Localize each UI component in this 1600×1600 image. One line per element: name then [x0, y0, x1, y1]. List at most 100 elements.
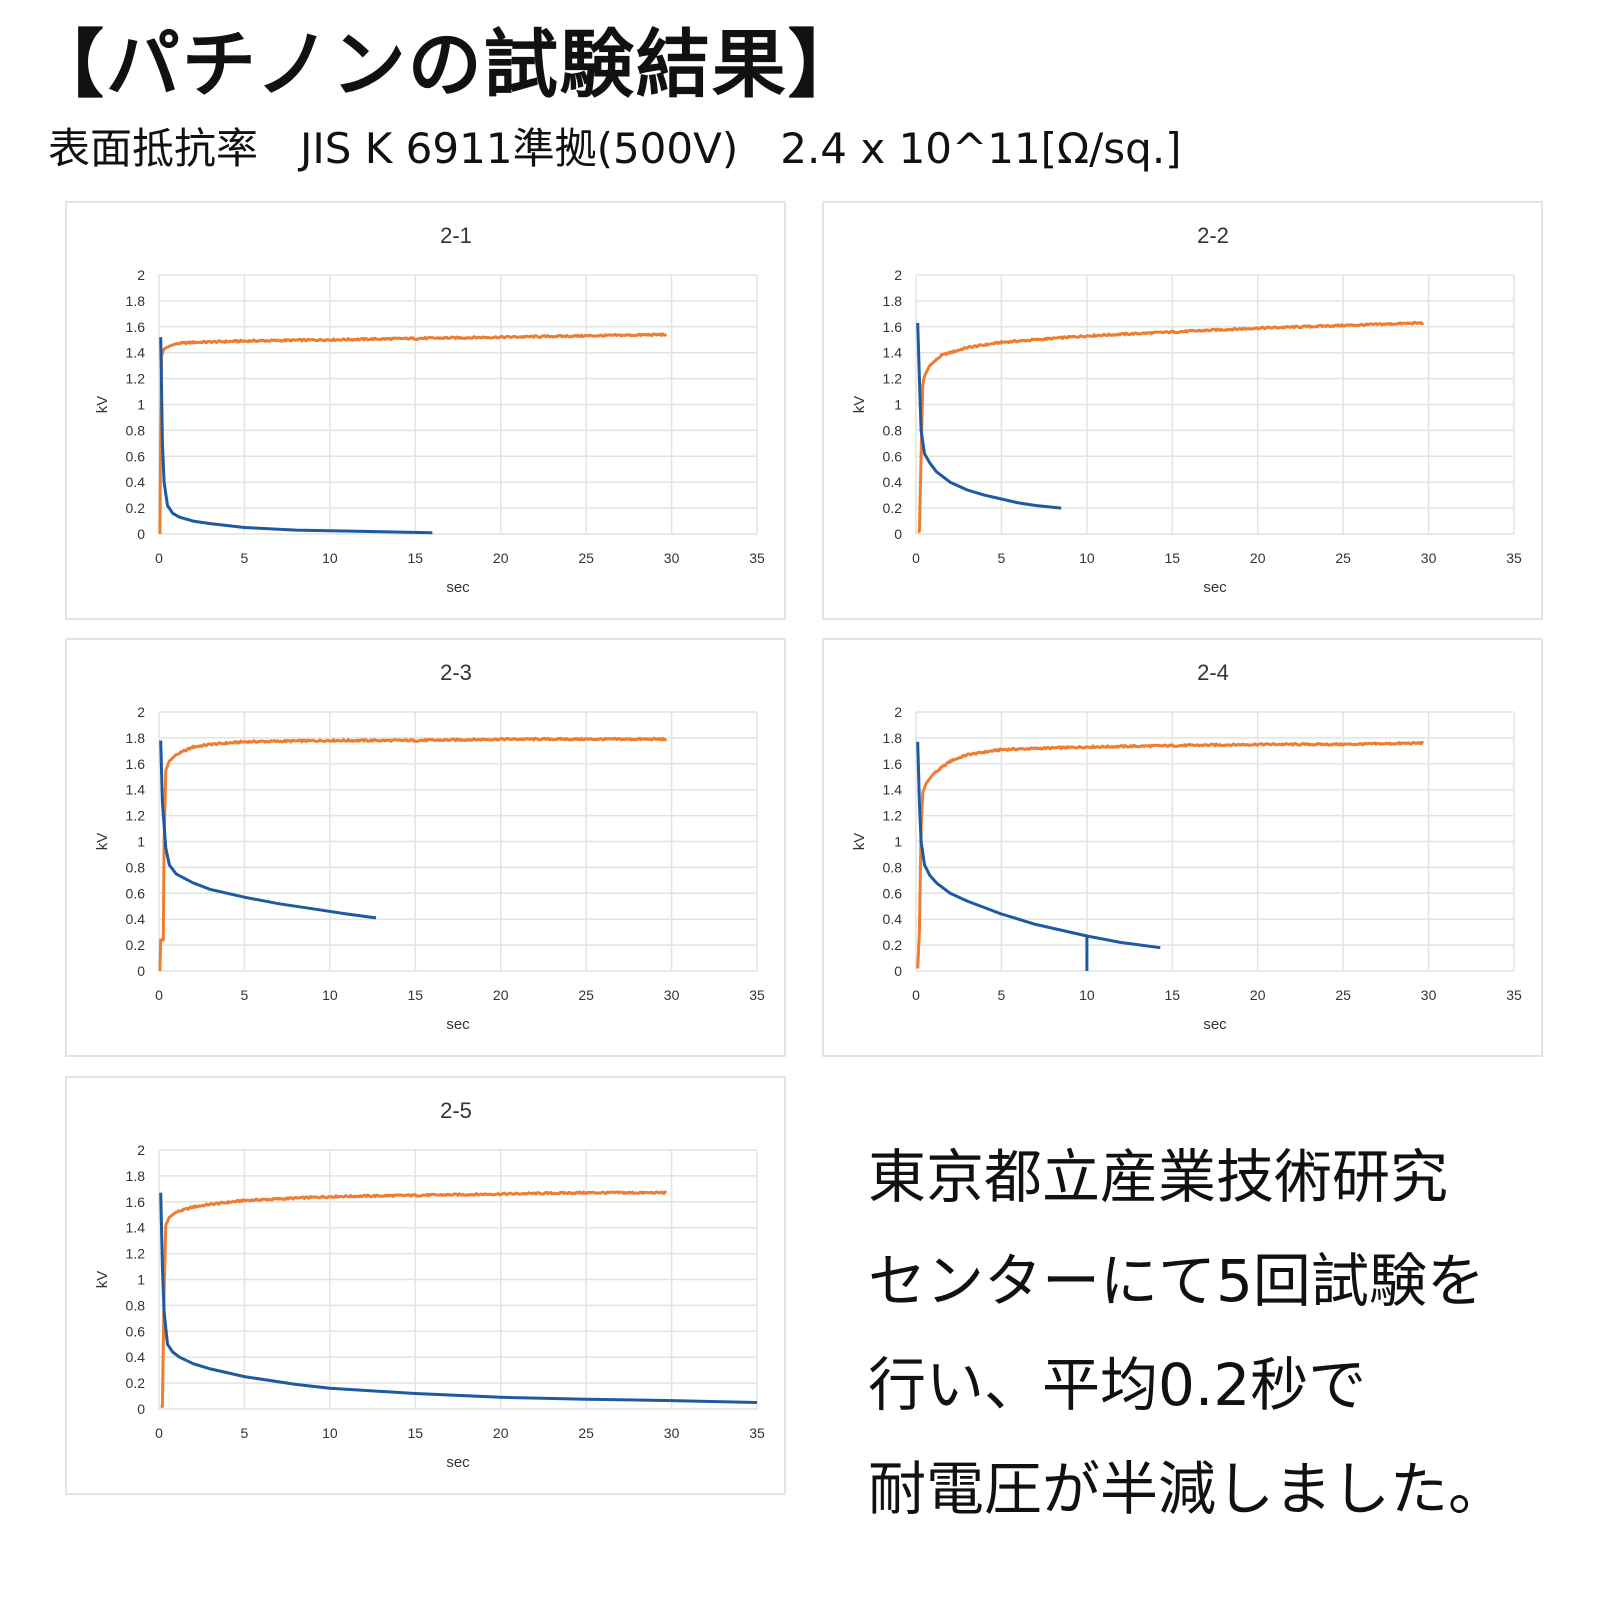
y-tick-label: 0.2 — [883, 937, 903, 953]
x-tick-label: 25 — [1335, 987, 1351, 1003]
y-tick-label: 1.6 — [883, 319, 903, 335]
chart-title: 2-2 — [1197, 223, 1229, 248]
gridlines — [158, 274, 758, 535]
y-tick-label: 1.8 — [126, 730, 146, 746]
x-tick-label: 0 — [155, 987, 163, 1003]
y-tick-label: 0 — [894, 963, 902, 979]
series-orange-line — [916, 740, 1425, 969]
chart-panel-2-2: 2-2 0 0.2 0.4 0.6 0.8 1 1.2 1.4 1.6 1.8 2 0 5 10 15 20 25… — [822, 201, 1543, 620]
y-tick-label: 1.2 — [126, 371, 146, 387]
y-tick-label: 0.4 — [126, 474, 146, 490]
y-tick-label: 1.8 — [883, 730, 903, 746]
series-blue-line — [916, 741, 1161, 950]
y-tick-label: 0.4 — [883, 911, 903, 927]
series-blue-line — [159, 740, 377, 920]
gridlines — [915, 711, 1515, 972]
x-tick-label: 5 — [241, 1425, 249, 1441]
x-tick-label: 30 — [1421, 987, 1437, 1003]
chart-title: 2-4 — [1197, 660, 1229, 685]
chart-title: 2-3 — [440, 660, 472, 685]
x-tick-label: 5 — [241, 987, 249, 1003]
y-tick-label: 0.6 — [126, 885, 146, 901]
y-tick-label: 0.4 — [883, 474, 903, 490]
chart-panel-2-5: 2-5 0 0.2 0.4 0.6 0.8 1 1.2 1.4 1.6 1.8 2 0 5 10 15 20 25… — [65, 1076, 786, 1495]
y-tick-label: 0.2 — [126, 500, 146, 516]
x-tick-label: 30 — [664, 1425, 680, 1441]
series-orange-line — [158, 332, 668, 535]
x-tick-label: 0 — [155, 1425, 163, 1441]
x-axis-label: sec — [446, 579, 470, 596]
gridlines — [158, 1149, 758, 1410]
y-axis-label: kV — [94, 396, 111, 414]
y-tick-label: 0.6 — [126, 448, 146, 464]
y-tick-label: 1.8 — [126, 1168, 146, 1184]
y-tick-label: 0.8 — [126, 422, 146, 438]
note-line-1: 東京都立産業技術研究 — [868, 1143, 1449, 1211]
y-tick-label: 0.6 — [883, 885, 903, 901]
x-axis-label: sec — [446, 1454, 470, 1471]
x-tick-label: 25 — [1335, 550, 1351, 566]
x-tick-label: 0 — [912, 987, 920, 1003]
y-tick-label: 0.8 — [883, 859, 903, 875]
y-tick-label: 0.2 — [126, 1375, 146, 1391]
y-tick-label: 2 — [894, 267, 902, 283]
chart-title: 2-1 — [440, 223, 472, 248]
y-tick-label: 1.4 — [126, 1220, 146, 1236]
series-blue-line — [159, 1192, 758, 1404]
y-tick-label: 2 — [894, 704, 902, 720]
x-tick-label: 30 — [664, 987, 680, 1003]
y-tick-label: 1.4 — [883, 345, 903, 361]
y-tick-label: 0.4 — [126, 911, 146, 927]
x-tick-label: 15 — [1164, 550, 1180, 566]
y-tick-label: 0.8 — [883, 422, 903, 438]
x-tick-label: 20 — [493, 987, 509, 1003]
x-tick-label: 35 — [749, 1425, 765, 1441]
y-axis-label: kV — [94, 1271, 111, 1289]
x-tick-label: 25 — [578, 987, 594, 1003]
y-tick-label: 1.2 — [883, 371, 903, 387]
y-tick-label: 1.2 — [883, 808, 903, 824]
x-tick-label: 10 — [322, 550, 338, 566]
y-tick-label: 1.6 — [126, 756, 146, 772]
y-axis-label: kV — [851, 833, 868, 851]
note-line-2: センターにて5回試験を — [868, 1247, 1485, 1315]
series-orange-line — [917, 320, 1425, 533]
x-tick-label: 20 — [493, 550, 509, 566]
x-tick-label: 5 — [998, 550, 1006, 566]
x-tick-label: 15 — [407, 987, 423, 1003]
x-axis-label: sec — [1203, 1016, 1227, 1033]
note-line-3: 行い、平均0.2秒で — [868, 1351, 1367, 1419]
y-tick-label: 0 — [137, 526, 145, 542]
chart-panel-2-1: 2-1 0 0.2 0.4 0.6 0.8 1 1.2 1.4 1.6 1.8 2 0 5 10 15 20 25… — [65, 201, 786, 620]
y-tick-label: 1.8 — [883, 293, 903, 309]
x-tick-label: 5 — [998, 987, 1006, 1003]
y-tick-label: 0.8 — [126, 1297, 146, 1313]
x-tick-label: 10 — [322, 1425, 338, 1441]
y-tick-label: 2 — [137, 1142, 145, 1158]
y-tick-label: 1 — [137, 1272, 145, 1288]
y-tick-label: 0.8 — [126, 859, 146, 875]
test-summary-note: 東京都立産業技術研究 センターにて5回試験を 行い、平均0.2秒で 耐電圧が半減… — [868, 1125, 1506, 1541]
y-tick-label: 1 — [137, 397, 145, 413]
series-orange-line — [158, 736, 668, 972]
y-tick-label: 1.8 — [126, 293, 146, 309]
y-tick-label: 0.4 — [126, 1349, 146, 1365]
y-tick-label: 1.6 — [126, 319, 146, 335]
x-tick-label: 30 — [664, 550, 680, 566]
y-tick-label: 1.6 — [883, 756, 903, 772]
x-tick-label: 15 — [407, 1425, 423, 1441]
note-line-4: 耐電圧が半減しました。 — [868, 1455, 1507, 1523]
series-blue-line — [916, 322, 1062, 510]
y-tick-label: 1 — [894, 397, 902, 413]
y-tick-label: 0 — [894, 526, 902, 542]
x-axis-label: sec — [446, 1016, 470, 1033]
series-blue-line — [159, 337, 433, 535]
surface-resistivity-subtitle: 表面抵抗率 JIS K 6911準拠(500V) 2.4 x 10^11[Ω/s… — [48, 124, 1182, 173]
x-tick-label: 5 — [241, 550, 249, 566]
x-tick-label: 20 — [493, 1425, 509, 1441]
x-tick-label: 35 — [749, 987, 765, 1003]
page-title: 【パチノンの試験結果】 — [30, 22, 864, 108]
x-tick-label: 20 — [1250, 987, 1266, 1003]
y-tick-label: 0.2 — [883, 500, 903, 516]
x-tick-label: 0 — [155, 550, 163, 566]
